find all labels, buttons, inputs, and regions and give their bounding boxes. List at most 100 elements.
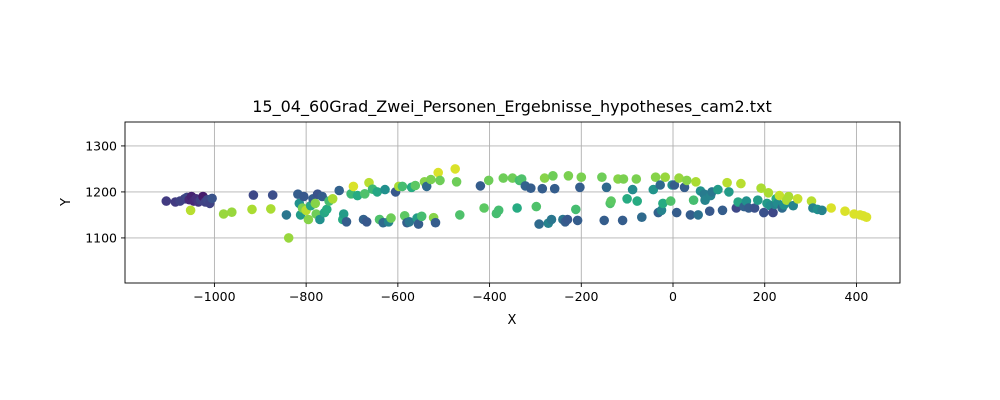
data-point bbox=[759, 207, 769, 218]
data-point bbox=[512, 203, 522, 213]
data-point bbox=[549, 183, 560, 194]
data-point bbox=[299, 191, 309, 202]
x-tick-label: −600 bbox=[381, 289, 415, 304]
axis-ticks: −1000 −800 −600 −400 −200 0 200 400 1100 1200 1300 bbox=[85, 138, 868, 304]
data-point bbox=[601, 182, 612, 193]
data-point bbox=[283, 233, 294, 243]
data-point bbox=[310, 198, 321, 209]
data-point bbox=[281, 210, 292, 220]
data-point bbox=[526, 183, 536, 193]
data-point bbox=[722, 177, 732, 188]
data-point bbox=[572, 215, 583, 226]
x-tick-label: 200 bbox=[753, 289, 777, 304]
y-tick-label: 1300 bbox=[85, 138, 117, 153]
chart-title: 15_04_60Grad_Zwei_Personen_Ergebnisse_hy… bbox=[252, 97, 772, 117]
data-point bbox=[783, 191, 794, 202]
data-point bbox=[218, 209, 229, 219]
data-point bbox=[606, 196, 616, 206]
x-tick-label: −800 bbox=[289, 289, 323, 304]
data-point bbox=[788, 200, 798, 211]
data-point bbox=[361, 217, 372, 227]
data-point bbox=[483, 175, 494, 186]
data-point bbox=[753, 195, 763, 205]
data-point bbox=[416, 211, 427, 222]
data-point bbox=[493, 205, 504, 216]
data-point bbox=[413, 219, 424, 229]
data-point bbox=[562, 214, 573, 225]
data-point bbox=[498, 173, 509, 183]
data-point bbox=[717, 205, 728, 216]
data-point bbox=[861, 212, 872, 222]
data-point bbox=[736, 178, 746, 189]
data-points bbox=[161, 164, 872, 243]
data-point bbox=[327, 194, 338, 204]
data-point bbox=[669, 180, 680, 190]
data-point bbox=[207, 193, 217, 204]
data-point bbox=[410, 180, 421, 191]
data-point bbox=[599, 215, 609, 226]
y-axis-label: Y bbox=[59, 198, 74, 207]
data-point bbox=[650, 172, 661, 182]
data-point bbox=[632, 196, 642, 206]
data-point bbox=[774, 190, 785, 201]
data-point bbox=[691, 177, 701, 187]
data-point bbox=[451, 177, 462, 187]
data-point bbox=[479, 203, 489, 213]
y-tick-label: 1200 bbox=[85, 184, 117, 199]
data-point bbox=[648, 184, 659, 195]
data-point bbox=[450, 164, 461, 174]
data-point bbox=[546, 214, 557, 225]
data-point bbox=[756, 183, 766, 193]
data-point bbox=[322, 204, 332, 215]
data-point bbox=[768, 207, 778, 218]
data-point bbox=[537, 183, 548, 194]
data-point bbox=[248, 190, 259, 200]
data-point bbox=[618, 174, 629, 184]
data-point bbox=[637, 212, 647, 222]
data-point bbox=[227, 207, 237, 217]
data-point bbox=[380, 184, 390, 195]
data-point bbox=[348, 181, 359, 192]
data-point bbox=[576, 172, 587, 182]
data-point bbox=[674, 173, 684, 183]
data-point bbox=[682, 175, 692, 186]
data-point bbox=[688, 195, 699, 205]
x-tick-label: −200 bbox=[564, 289, 598, 304]
data-point bbox=[763, 188, 774, 198]
data-point bbox=[671, 207, 682, 218]
data-point bbox=[372, 187, 383, 197]
data-point bbox=[455, 210, 465, 220]
data-point bbox=[386, 213, 396, 223]
data-point bbox=[161, 196, 172, 206]
data-point bbox=[341, 217, 352, 227]
data-point bbox=[548, 171, 558, 181]
data-point bbox=[352, 190, 363, 201]
data-point bbox=[563, 171, 574, 181]
x-tick-label: 0 bbox=[669, 289, 677, 304]
data-point bbox=[660, 172, 670, 182]
data-point bbox=[185, 205, 196, 216]
data-point bbox=[749, 203, 760, 213]
x-tick-label: 400 bbox=[845, 289, 869, 304]
data-point bbox=[315, 214, 325, 225]
data-point bbox=[655, 180, 665, 190]
data-point bbox=[817, 205, 827, 216]
data-point bbox=[360, 189, 370, 199]
data-point bbox=[421, 181, 432, 192]
data-point bbox=[435, 175, 445, 186]
data-point bbox=[571, 204, 581, 215]
data-point bbox=[531, 201, 542, 212]
data-point bbox=[303, 214, 314, 225]
data-point bbox=[317, 191, 328, 202]
data-point bbox=[685, 210, 696, 220]
data-point bbox=[430, 217, 441, 228]
data-point bbox=[334, 185, 345, 196]
data-point bbox=[534, 219, 544, 229]
data-point bbox=[704, 206, 715, 216]
data-point bbox=[658, 198, 668, 209]
data-point bbox=[693, 210, 703, 220]
data-point bbox=[792, 194, 803, 204]
data-point bbox=[404, 217, 415, 227]
data-point bbox=[622, 194, 632, 204]
